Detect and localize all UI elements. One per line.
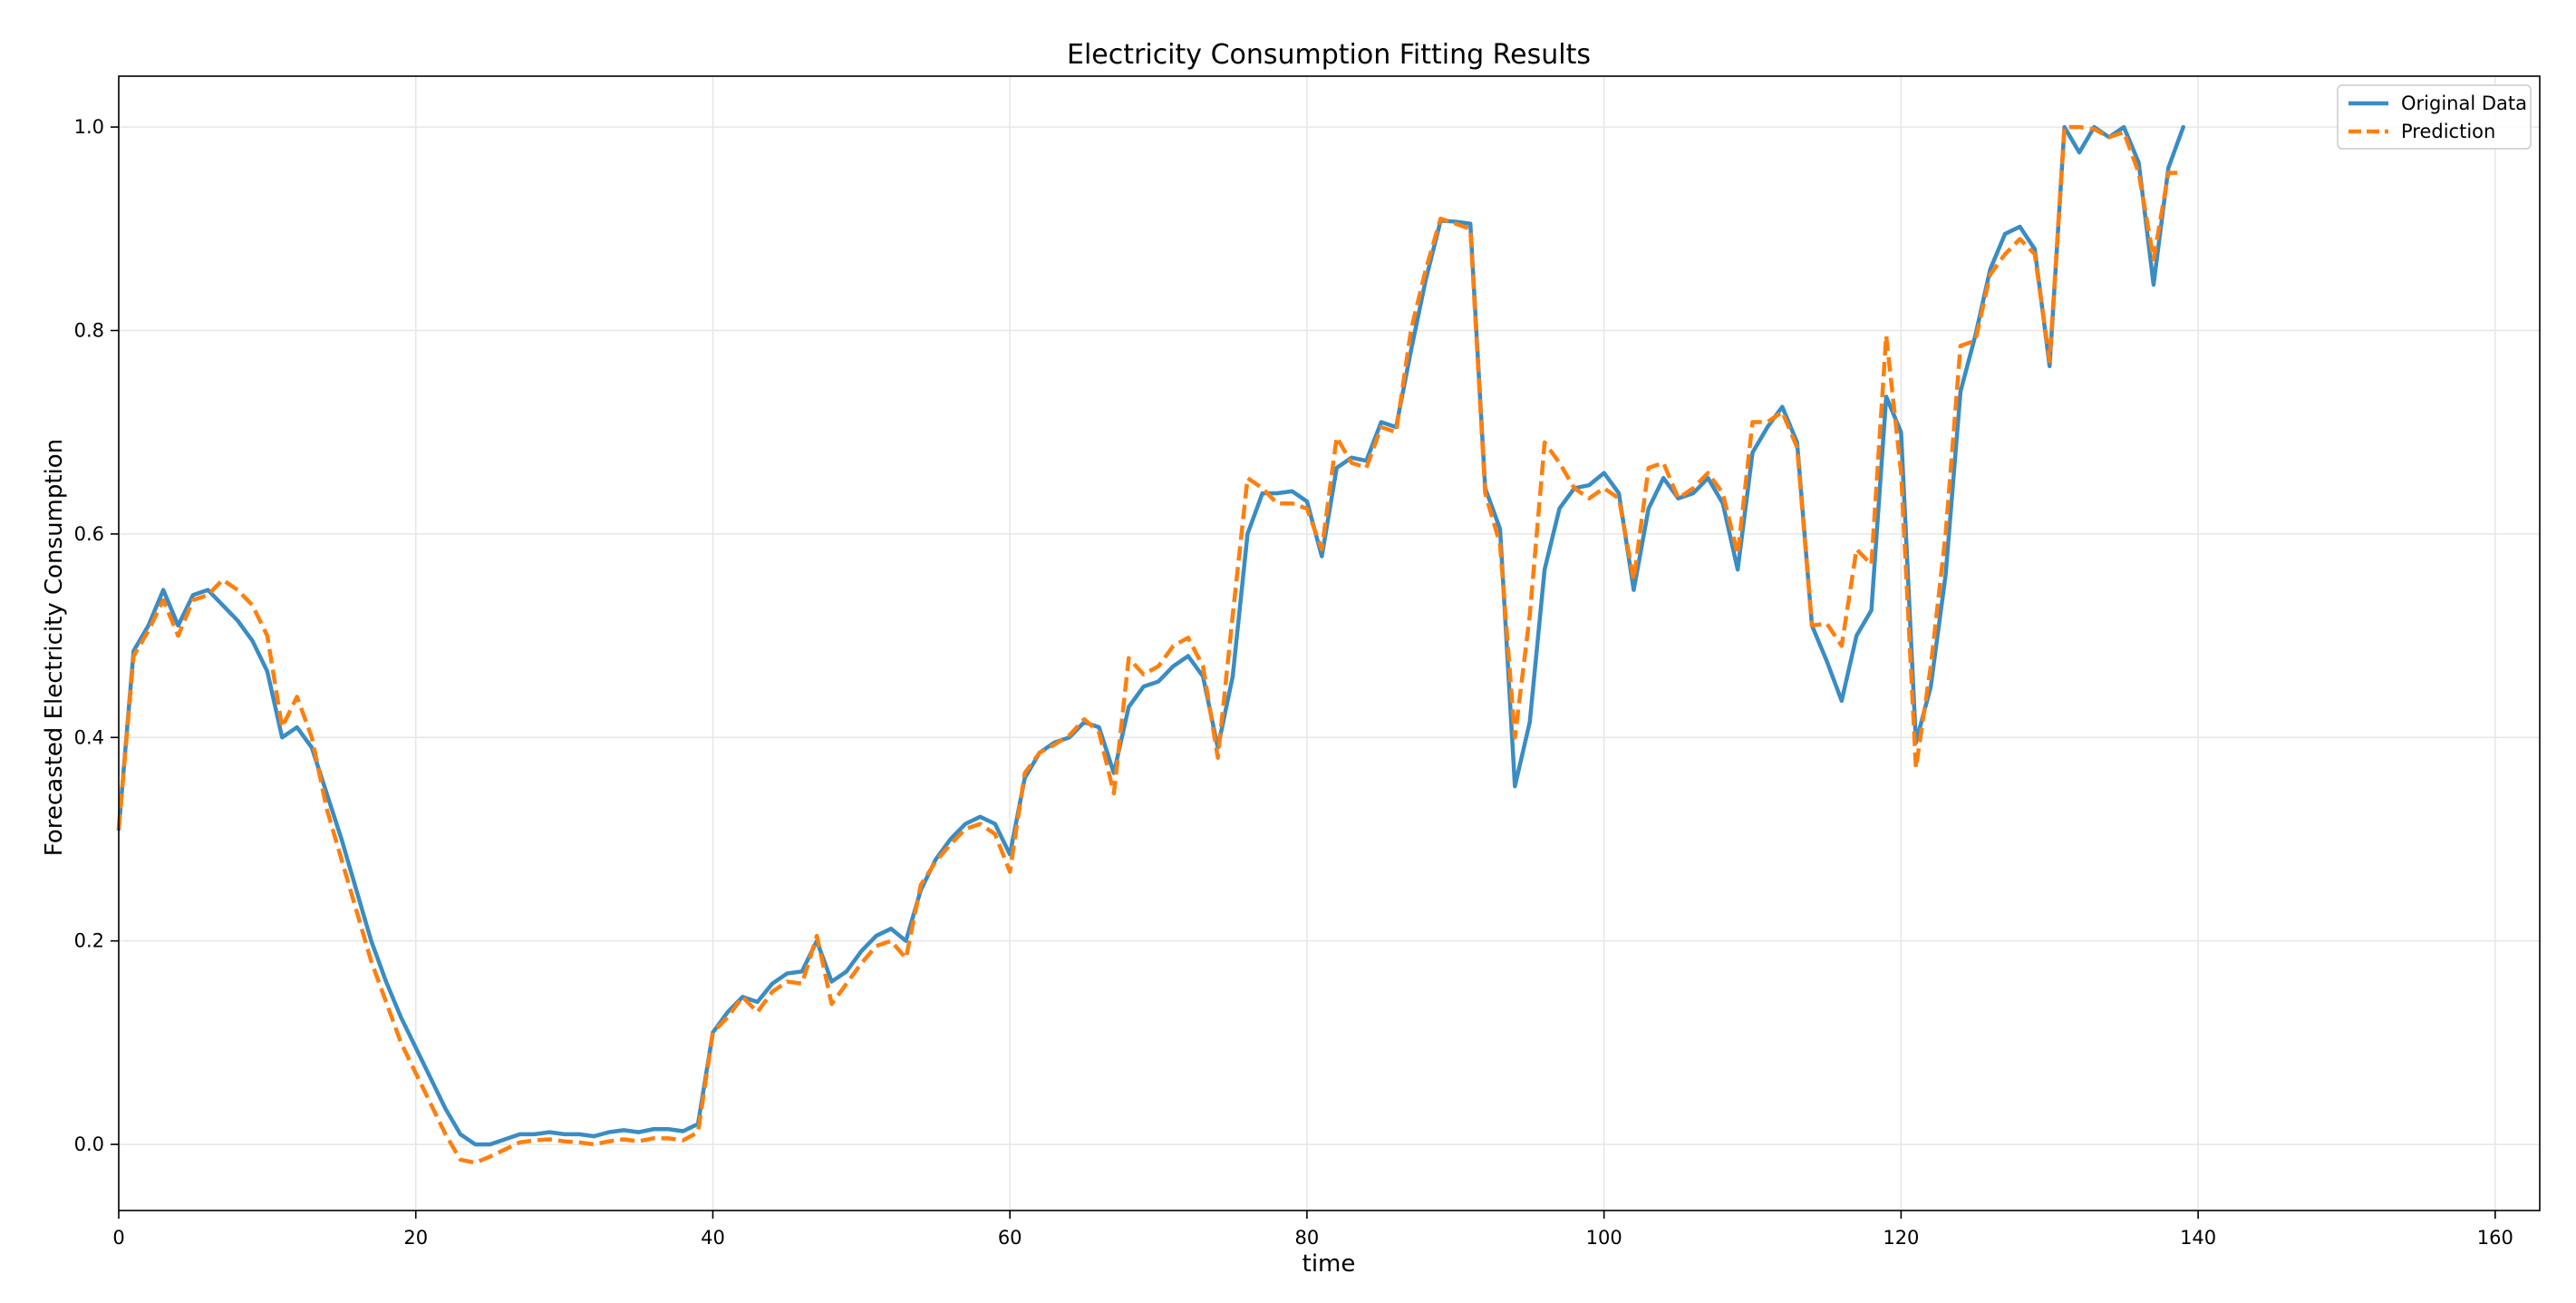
- x-tick-label: 120: [1883, 1227, 1919, 1249]
- y-tick-label: 0.8: [74, 319, 104, 341]
- y-axis-label: Forecasted Electricity Consumption: [41, 439, 68, 856]
- legend-label-original: Original Data: [2401, 92, 2527, 114]
- prediction-line: [116, 124, 2184, 1165]
- x-tick-label: 60: [998, 1227, 1022, 1249]
- x-axis-label: time: [1303, 1250, 1356, 1278]
- y-tick-label: 1.0: [74, 116, 104, 138]
- x-tick-label: 0: [112, 1227, 124, 1249]
- chart-title: Electricity Consumption Fitting Results: [1067, 39, 1591, 71]
- original-data-line: [116, 124, 2185, 1147]
- x-tick-label: 80: [1295, 1227, 1320, 1249]
- plot-frame: [118, 75, 2541, 1211]
- x-tick-label: 20: [403, 1227, 428, 1249]
- x-tick-label: 160: [2477, 1227, 2513, 1249]
- y-tick-label: 0.4: [74, 726, 104, 748]
- y-tick-label: 0.6: [74, 523, 104, 545]
- series-layer: [116, 124, 2185, 1165]
- x-tick-label: 100: [1586, 1227, 1622, 1249]
- legend: Original Data Prediction: [2337, 84, 2532, 150]
- x-tick-label: 40: [701, 1227, 725, 1249]
- tick-layer: 0 20 40 60 80 100 120 140 160 0.0 0.2 0.4 0.6 0.8 1.0: [74, 116, 2513, 1249]
- y-tick-label: 0.2: [74, 930, 104, 952]
- y-tick-label: 0.0: [74, 1133, 104, 1155]
- x-tick-label: 140: [2180, 1227, 2216, 1249]
- grid-layer: [118, 76, 2540, 1211]
- legend-label-prediction: Prediction: [2401, 121, 2495, 142]
